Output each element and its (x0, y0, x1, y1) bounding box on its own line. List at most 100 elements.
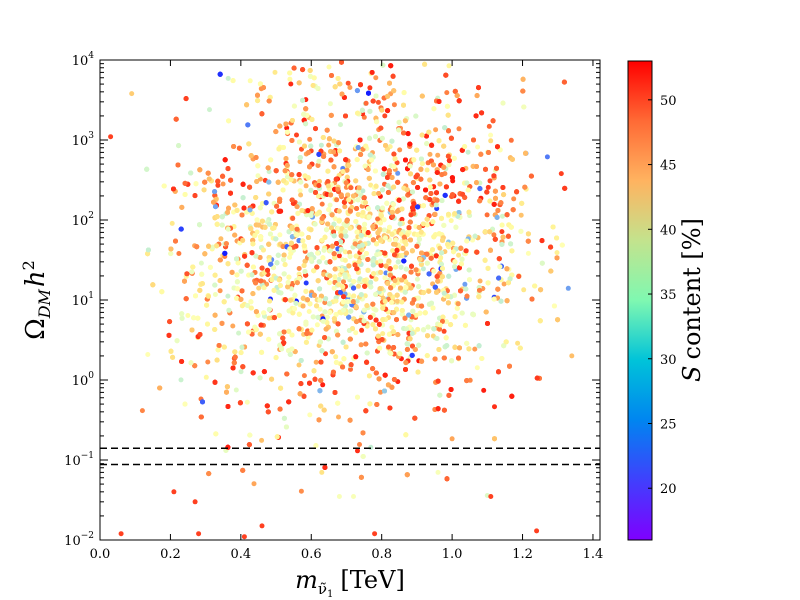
data-point (421, 327, 426, 333)
data-point (441, 328, 447, 334)
data-point (456, 252, 462, 258)
data-point (179, 204, 185, 210)
data-point (402, 289, 408, 295)
data-point (257, 255, 263, 260)
data-point (424, 353, 430, 359)
data-point (446, 273, 452, 279)
data-point (444, 103, 450, 109)
data-point (271, 265, 276, 271)
data-point (430, 247, 435, 253)
data-point (324, 320, 330, 326)
data-point (297, 155, 303, 160)
data-point (490, 118, 496, 124)
data-point (299, 146, 304, 152)
data-point (328, 157, 334, 163)
data-point (356, 224, 362, 230)
data-point (327, 301, 332, 307)
data-point (235, 260, 241, 266)
data-point (326, 142, 332, 148)
data-point (515, 340, 521, 346)
data-point (385, 183, 391, 189)
data-point (397, 351, 403, 357)
data-point (415, 204, 421, 210)
data-point (463, 286, 469, 292)
data-point (366, 373, 372, 379)
data-point (236, 145, 242, 151)
data-point (266, 315, 272, 321)
data-point (401, 258, 407, 264)
data-point (343, 157, 349, 163)
data-point (342, 257, 348, 263)
data-point (190, 264, 196, 270)
data-point (316, 193, 321, 199)
data-point (307, 412, 313, 418)
data-point (343, 113, 348, 119)
data-point (317, 286, 323, 292)
data-point (179, 311, 185, 317)
data-point (212, 189, 218, 195)
data-point (239, 344, 245, 350)
data-point (222, 250, 228, 256)
data-point (239, 303, 245, 309)
data-point (353, 354, 359, 360)
data-point (179, 315, 185, 321)
data-point (464, 180, 470, 186)
data-point (265, 409, 271, 415)
data-point (353, 253, 359, 259)
data-point (346, 314, 352, 320)
data-point (308, 227, 314, 233)
scatter-points (108, 60, 575, 540)
data-point (400, 196, 406, 202)
data-point (362, 293, 368, 299)
data-point (344, 174, 350, 180)
data-point (212, 312, 218, 318)
data-point (349, 204, 355, 210)
data-point (382, 275, 388, 281)
data-point (314, 322, 320, 328)
data-point (508, 137, 514, 143)
data-point (245, 303, 250, 308)
data-point (205, 359, 211, 365)
data-point (282, 262, 288, 268)
data-point (210, 244, 216, 250)
data-point (439, 250, 445, 256)
data-point (420, 266, 426, 272)
data-point (354, 88, 360, 94)
data-point (298, 488, 304, 494)
data-point (296, 266, 302, 271)
data-point (296, 172, 302, 178)
data-point (412, 347, 418, 352)
data-point (381, 217, 387, 223)
data-point (294, 132, 299, 138)
data-point (277, 232, 283, 238)
data-point (484, 212, 490, 218)
data-point (315, 250, 321, 256)
data-point (326, 64, 332, 70)
data-point (306, 309, 312, 314)
data-point (345, 192, 351, 198)
data-point (212, 193, 218, 198)
data-point (528, 173, 534, 179)
data-point (285, 284, 291, 290)
data-point (267, 231, 273, 237)
data-point (167, 319, 173, 325)
data-point (379, 135, 385, 141)
data-point (327, 202, 333, 208)
data-point (303, 280, 309, 286)
data-point (297, 188, 303, 194)
data-point (199, 271, 205, 277)
data-point (217, 257, 223, 263)
data-point (342, 249, 348, 255)
data-point (182, 401, 188, 407)
data-point (191, 315, 197, 321)
data-point (324, 227, 329, 233)
data-point (408, 285, 414, 291)
data-point (441, 407, 447, 413)
data-point (347, 85, 353, 90)
data-point (391, 151, 397, 157)
data-point (373, 370, 379, 376)
data-point (326, 207, 332, 213)
data-point (341, 279, 346, 285)
data-point (358, 342, 364, 348)
data-point (430, 281, 436, 287)
